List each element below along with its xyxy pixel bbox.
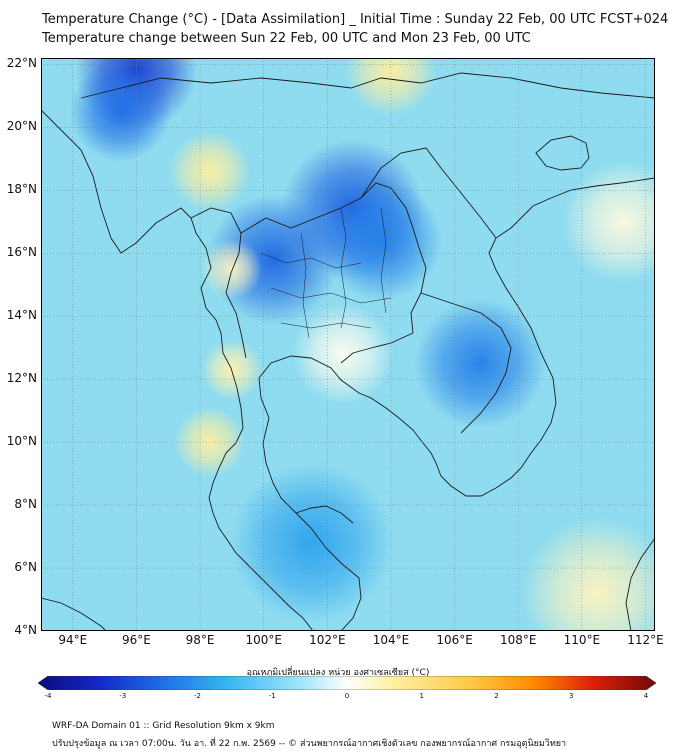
field-anomaly-blob	[345, 58, 437, 116]
longitude-label: 112°E	[627, 633, 664, 647]
longitude-label: 110°E	[563, 633, 601, 647]
colorbar	[38, 676, 656, 690]
field-anomaly-blob	[69, 61, 172, 162]
latitude-label: 12°N	[6, 371, 37, 386]
longitude-label: 98°E	[185, 633, 215, 647]
colorbar-tick: -2	[194, 692, 201, 700]
colorbar-tick: 3	[569, 692, 574, 700]
longitude-label: 106°E	[436, 633, 473, 647]
longitude-label: 102°E	[309, 633, 346, 647]
map-frame	[41, 58, 655, 631]
internal-provinces	[260, 207, 392, 339]
map-title-line-2: Temperature change between Sun 22 Feb, 0…	[42, 31, 531, 46]
colorbar-tick: 0	[344, 692, 350, 700]
latitude-label: 10°N	[6, 434, 37, 449]
longitude-label: 96°E	[122, 633, 151, 647]
field-anomaly-blob	[521, 517, 655, 631]
colorbar-tick: 2	[494, 692, 499, 700]
footer-model-info: WRF-DA Domain 01 :: Grid Resolution 9km …	[52, 721, 275, 731]
temperature-change-map	[41, 58, 655, 631]
field-anomaly-blob	[229, 462, 393, 624]
map-panel	[41, 58, 655, 631]
latitude-label: 16°N	[6, 245, 37, 260]
latitude-label: 4°N	[14, 623, 37, 637]
colorbar-tick: -1	[268, 692, 276, 700]
latitude-label: 8°N	[14, 497, 37, 512]
border-thailand-myanmar	[190, 207, 247, 359]
field-anomaly-blob	[413, 297, 547, 429]
colorbar-gradient	[38, 676, 656, 690]
longitude-label: 104°E	[372, 633, 410, 647]
temperature-field	[69, 58, 655, 631]
field-anomaly-blob	[292, 303, 395, 405]
coastline-sumatra	[41, 597, 107, 631]
field-anomaly-blob	[320, 180, 443, 302]
coastline-hainan	[535, 135, 590, 171]
colorbar-tick: 4	[643, 692, 649, 700]
colorbar-tick: -3	[119, 692, 127, 700]
coastlines-and-borders	[41, 72, 655, 631]
latitude-label: 22°N	[6, 56, 37, 71]
latitude-label: 14°N	[6, 308, 37, 323]
lat-lon-graticule	[41, 58, 655, 631]
colorbar-tick: -4	[44, 692, 52, 700]
latitude-label: 6°N	[14, 560, 37, 575]
field-anomaly-blob	[562, 161, 655, 283]
coastline-gulf-of-thailand	[258, 177, 655, 631]
border-china-north	[80, 72, 655, 99]
longitude-label: 94°E	[58, 633, 88, 647]
map-title-line-1: Temperature Change (°C) - [Data Assimila…	[42, 12, 669, 27]
colorbar-tick: 1	[419, 692, 424, 700]
coastline-borneo	[625, 537, 655, 631]
latitude-label: 18°N	[6, 182, 37, 197]
border-thailand-cambodia	[340, 332, 414, 364]
footer-credit: ปรับปรุงข้อมูล ณ เวลา 07:00น. วัน อา. ที…	[52, 739, 567, 749]
border-laos-vietnam	[360, 147, 497, 239]
longitude-label: 100°E	[245, 633, 282, 647]
latitude-label: 20°N	[6, 119, 37, 134]
border-cambodia-vietnam	[420, 292, 512, 434]
field-anomaly-blob	[201, 238, 263, 300]
field-anomaly-blob	[168, 131, 251, 212]
colorbar-title: อุณหภูมิเปลี่ยนแปลง หน่วย องศาเซลเซียส (…	[246, 668, 430, 678]
border-malaysia	[295, 505, 354, 524]
longitude-label: 108°E	[499, 633, 537, 647]
coastline-myanmar	[41, 109, 244, 499]
